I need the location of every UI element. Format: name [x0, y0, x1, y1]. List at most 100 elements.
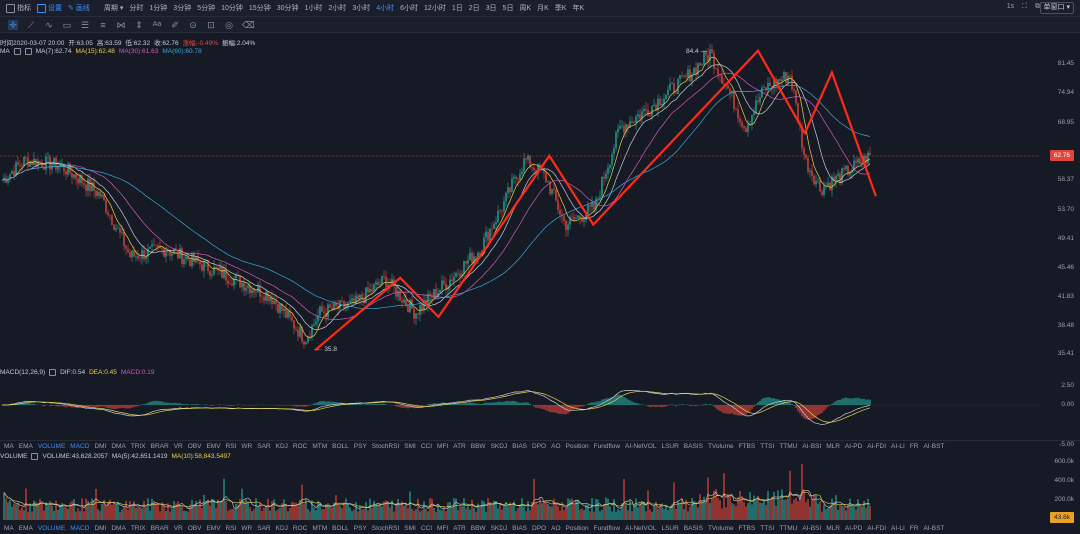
indicator-tab-bbw[interactable]: BBW: [470, 525, 486, 532]
speed-toggle[interactable]: 1s: [1006, 3, 1015, 10]
timeframe-12[interactable]: 12小时: [424, 5, 446, 12]
crosshair-tool-icon[interactable]: ✛: [8, 19, 18, 30]
timeframe-9[interactable]: 3小时: [352, 5, 371, 12]
brush-icon[interactable]: ✐: [171, 19, 179, 30]
price-chart[interactable]: [0, 34, 1040, 364]
indicator-tab-lsur[interactable]: LSUR: [661, 525, 679, 532]
settings-icon[interactable]: [13, 48, 21, 55]
indicator-tab-basis[interactable]: BASIS: [683, 525, 703, 532]
timeframe-20[interactable]: 年K: [572, 5, 585, 12]
indicator-tab-volume[interactable]: VOLUME: [37, 525, 66, 532]
indicator-tab-ai-netvol[interactable]: AI-NetVOL: [625, 442, 657, 450]
indicator-tab-boll[interactable]: BOLL: [332, 442, 349, 450]
settings-icon[interactable]: [49, 369, 57, 376]
indicator-tab-fundflow[interactable]: Fundflow: [593, 442, 621, 450]
measure-tool-icon[interactable]: ⇕: [135, 19, 143, 30]
indicator-tab-mtm[interactable]: MTM: [312, 442, 328, 450]
indicator-tab-ema[interactable]: EMA: [18, 525, 33, 532]
timeframe-4[interactable]: 10分钟: [221, 5, 243, 12]
fullscreen-icon[interactable]: ⛶: [1022, 3, 1027, 10]
indicator-tab-trix[interactable]: TRIX: [130, 525, 146, 532]
indicator-tab-ma[interactable]: MA: [4, 525, 14, 532]
timeframe-8[interactable]: 2小时: [328, 5, 347, 12]
magnet-icon[interactable]: ⊙: [189, 19, 197, 30]
indicator-tab-atr[interactable]: ATR: [453, 525, 466, 532]
timeframe-14[interactable]: 2日: [468, 5, 480, 12]
indicator-tab-macd[interactable]: MACD: [70, 442, 90, 450]
timeframe-11[interactable]: 6小时: [400, 5, 419, 12]
indicator-tab-emv[interactable]: EMV: [206, 442, 221, 450]
indicator-tab-sar[interactable]: SAR: [257, 442, 271, 450]
indicator-tab-ai-bsi[interactable]: AI-BSI: [802, 442, 822, 450]
timeframe-2[interactable]: 3分钟: [173, 5, 192, 12]
indicator-tab-dmi[interactable]: DMI: [94, 442, 107, 450]
period-dropdown[interactable]: 周期 ▾: [103, 5, 124, 12]
macd-chart[interactable]: [0, 378, 1040, 438]
indicator-tab-skdj[interactable]: SKDJ: [490, 525, 508, 532]
indicator-tab-boll[interactable]: BOLL: [332, 525, 349, 532]
indicator-tab-mlr[interactable]: MLR: [826, 525, 840, 532]
indicator-tab-ftbs[interactable]: FTBS: [738, 442, 756, 450]
indicator-tab-fr[interactable]: FR: [909, 525, 919, 532]
indicator-tab-macd[interactable]: MACD: [70, 525, 90, 532]
indicator-tab-emv[interactable]: EMV: [206, 525, 221, 532]
indicator-tab-ai-bsi[interactable]: AI-BSI: [802, 525, 822, 532]
indicator-tab-ai-li[interactable]: AI-LI: [891, 442, 905, 450]
indicator-tab-smi[interactable]: SMI: [404, 525, 416, 532]
indicator-tab-psy[interactable]: PSY: [353, 525, 367, 532]
trash-icon[interactable]: ⌫: [242, 19, 255, 30]
indicator-tab-trix[interactable]: TRIX: [130, 442, 146, 450]
indicator-tab-ema[interactable]: EMA: [18, 442, 33, 450]
indicator-tab-ttmu[interactable]: TTMU: [779, 525, 798, 532]
close-icon[interactable]: [24, 48, 32, 55]
indicator-tab-cci[interactable]: CCI: [420, 442, 433, 450]
indicator-tab-bbw[interactable]: BBW: [470, 442, 486, 450]
indicator-tab-obv[interactable]: OBV: [187, 525, 202, 532]
timeframe-19[interactable]: 季K: [554, 5, 567, 12]
rect-tool-icon[interactable]: ▭: [62, 19, 72, 30]
indicator-tab-psy[interactable]: PSY: [353, 442, 367, 450]
indicator-tab-ma[interactable]: MA: [4, 442, 14, 450]
indicator-tab-dpo[interactable]: DPO: [532, 525, 547, 532]
indicator-tab-dma[interactable]: DMA: [111, 442, 126, 450]
indicator-tab-atr[interactable]: ATR: [453, 442, 466, 450]
indicator-tab-mfi[interactable]: MFI: [437, 525, 449, 532]
lock-icon[interactable]: ⊡: [207, 19, 215, 30]
indicator-tab-kdj[interactable]: KDJ: [275, 525, 288, 532]
indicator-tab-sar[interactable]: SAR: [257, 525, 271, 532]
indicator-tab-ao[interactable]: AO: [551, 525, 561, 532]
indicator-tab-ai-bst[interactable]: AI-BST: [923, 525, 945, 532]
indicator-tab-ai-netvol[interactable]: AI-NetVOL: [625, 525, 657, 532]
indicator-tab-volume[interactable]: VOLUME: [37, 442, 66, 450]
timeframe-0[interactable]: 分时: [129, 5, 144, 12]
indicator-tab-ttsi[interactable]: TTSI: [760, 442, 775, 450]
settings-icon[interactable]: [31, 453, 39, 460]
timeframe-6[interactable]: 30分钟: [276, 5, 299, 12]
indicator-tab-bias[interactable]: BIAS: [512, 442, 528, 450]
volume-chart[interactable]: [0, 460, 1040, 522]
indicator-tab-ai-fdi[interactable]: AI-FDI: [867, 442, 887, 450]
timeframe-1[interactable]: 1分钟: [149, 5, 168, 12]
zigzag-line[interactable]: [314, 48, 877, 352]
indicator-tab-ai-pd[interactable]: AI-PD: [844, 442, 863, 450]
indicator-tab-stochrsi[interactable]: StochRSI: [371, 525, 400, 532]
eye-icon[interactable]: ◎: [225, 19, 233, 30]
indicator-tab-ai-fdi[interactable]: AI-FDI: [867, 525, 887, 532]
indicator-tab-position[interactable]: Position: [565, 442, 589, 450]
indicator-tab-skdj[interactable]: SKDJ: [490, 442, 508, 450]
indicator-tab-brar[interactable]: BRAR: [150, 525, 169, 532]
indicator-tab-ao[interactable]: AO: [551, 442, 561, 450]
indicator-tab-tvolume[interactable]: TVolume: [707, 525, 734, 532]
fib-tool-icon[interactable]: ≡: [100, 19, 106, 30]
indicator-tab-wr[interactable]: WR: [241, 525, 253, 532]
indicator-tab-vr[interactable]: VR: [173, 525, 183, 532]
line-tool-icon[interactable]: ⟋: [27, 19, 35, 30]
timeframe-18[interactable]: 月K: [537, 5, 549, 12]
indicator-tab-obv[interactable]: OBV: [187, 442, 202, 450]
pattern-tool-icon[interactable]: ⋈: [116, 19, 126, 30]
indicator-tab-fr[interactable]: FR: [909, 442, 919, 450]
indicator-tab-lsur[interactable]: LSUR: [661, 442, 679, 450]
trend-tool-icon[interactable]: ∿: [45, 19, 53, 30]
indicator-tab-brar[interactable]: BRAR: [150, 442, 169, 450]
indicator-tab-rsi[interactable]: RSI: [225, 442, 237, 450]
